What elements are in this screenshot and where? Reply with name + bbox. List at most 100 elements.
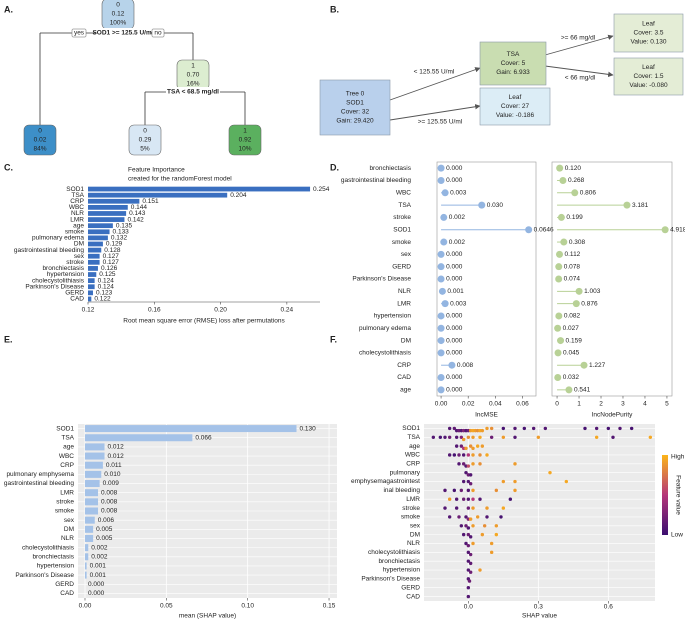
value-label: 0.000	[446, 325, 463, 332]
x-tick-label: 0.00	[435, 401, 448, 408]
y-tick-label: pulmonary emphysema	[6, 471, 74, 478]
colorbar	[662, 455, 668, 535]
value-label: 0.011	[106, 462, 122, 469]
shap-point	[466, 517, 471, 521]
dot	[557, 337, 565, 345]
bar	[88, 241, 103, 247]
bar	[88, 229, 110, 235]
y-tick-label: WBC	[69, 204, 84, 211]
shap-point	[459, 428, 464, 433]
value-label: 0.000	[446, 276, 463, 283]
shap-point	[618, 426, 622, 431]
shap-point	[447, 453, 452, 457]
y-tick-label: bronchiectasis	[378, 558, 420, 565]
value-label: 0.000	[446, 337, 463, 344]
value-label: 0.012	[108, 453, 125, 460]
value-label: 0.010	[104, 471, 121, 478]
y-tick-label: CAD	[60, 590, 74, 597]
y-tick-label: bronchiectasis	[369, 165, 411, 172]
x-axis-title: SHAP value	[522, 613, 557, 620]
x-tick-label: 0.15	[323, 603, 336, 610]
shap-point	[452, 453, 457, 457]
y-tick-label: bronchiectasis	[42, 265, 84, 272]
node-text: 0.70	[187, 72, 200, 79]
shap-point	[461, 479, 466, 484]
tree-arrow	[544, 65, 614, 78]
node-text: 1	[243, 128, 247, 135]
edge-label: >= 66 mg/dl	[561, 35, 596, 42]
y-tick-label: NLR	[398, 288, 411, 295]
y-tick-label: TSA	[398, 202, 411, 209]
yes-box	[71, 28, 87, 38]
dot	[441, 189, 449, 197]
value-label: 0.000	[446, 251, 463, 258]
x-tick-label: 2	[599, 401, 603, 408]
shap-point	[475, 444, 480, 448]
node-text: 0.02	[34, 137, 47, 144]
shap-point	[513, 426, 517, 431]
shap-point	[454, 497, 459, 501]
y-tick-label: sex	[410, 522, 421, 529]
bar	[84, 489, 99, 497]
value-label: 0.0646	[534, 226, 554, 233]
dot	[437, 324, 445, 332]
shap-point	[468, 535, 473, 539]
value-label: 0.159	[566, 337, 583, 344]
dot	[478, 201, 486, 209]
shap-point	[468, 517, 473, 521]
bar	[88, 253, 100, 259]
dot	[437, 374, 445, 382]
shap-point	[443, 435, 447, 439]
bar	[88, 259, 100, 265]
node-text: 1	[191, 63, 195, 70]
y-tick-label: sex	[401, 251, 412, 258]
bar	[88, 266, 98, 271]
shap-point	[466, 473, 471, 477]
y-tick-label: stroke	[66, 259, 84, 266]
bar	[84, 516, 95, 524]
dot	[554, 324, 562, 332]
bar	[88, 284, 95, 290]
shap-point	[471, 506, 475, 510]
value-label: 0.000	[446, 350, 463, 357]
value-label: 0.876	[581, 300, 598, 307]
edge-label: >= 125.55 U/ml	[418, 119, 463, 126]
shap-point	[471, 435, 475, 439]
dot	[555, 312, 563, 320]
y-tick-label: DM	[64, 526, 74, 533]
node-text: TSA	[507, 51, 520, 58]
x-tick-label: 0.00	[79, 603, 92, 610]
node-text: 0.29	[139, 137, 152, 144]
value-label: 0.002	[449, 239, 466, 246]
value-label: 0.082	[564, 313, 581, 320]
node-text: 10%	[238, 146, 251, 153]
value-label: 0.120	[565, 165, 582, 172]
shap-point	[459, 435, 464, 439]
y-tick-label: NLR	[407, 540, 420, 547]
shap-point	[480, 532, 485, 537]
dot	[580, 361, 588, 369]
shap-point	[447, 435, 452, 439]
shap-point	[478, 568, 482, 572]
shap-point	[457, 428, 461, 433]
value-label: 0.132	[111, 235, 128, 242]
shap-point	[475, 515, 480, 519]
node-text: Leaf	[509, 94, 522, 101]
y-tick-label: hypertension	[383, 567, 421, 574]
y-tick-label: SOD1	[402, 425, 420, 432]
x-tick-label: 0.3	[534, 604, 543, 611]
shap-point	[478, 435, 482, 439]
shap-point	[543, 426, 548, 431]
value-label: 0.002	[91, 554, 108, 561]
panel-label: E.	[4, 334, 13, 344]
node-text: Cover: 1.5	[634, 73, 664, 80]
y-tick-label: age	[73, 222, 84, 229]
panel-label: A.	[4, 4, 13, 14]
y-tick-label: CRP	[406, 461, 420, 468]
dot	[440, 213, 448, 221]
split-label: SOD1 >= 125.5 U/ml	[92, 30, 153, 37]
bar	[84, 480, 100, 488]
y-tick-label: Parkinson's Disease	[352, 276, 411, 283]
x-tick-label: 3	[621, 401, 625, 408]
